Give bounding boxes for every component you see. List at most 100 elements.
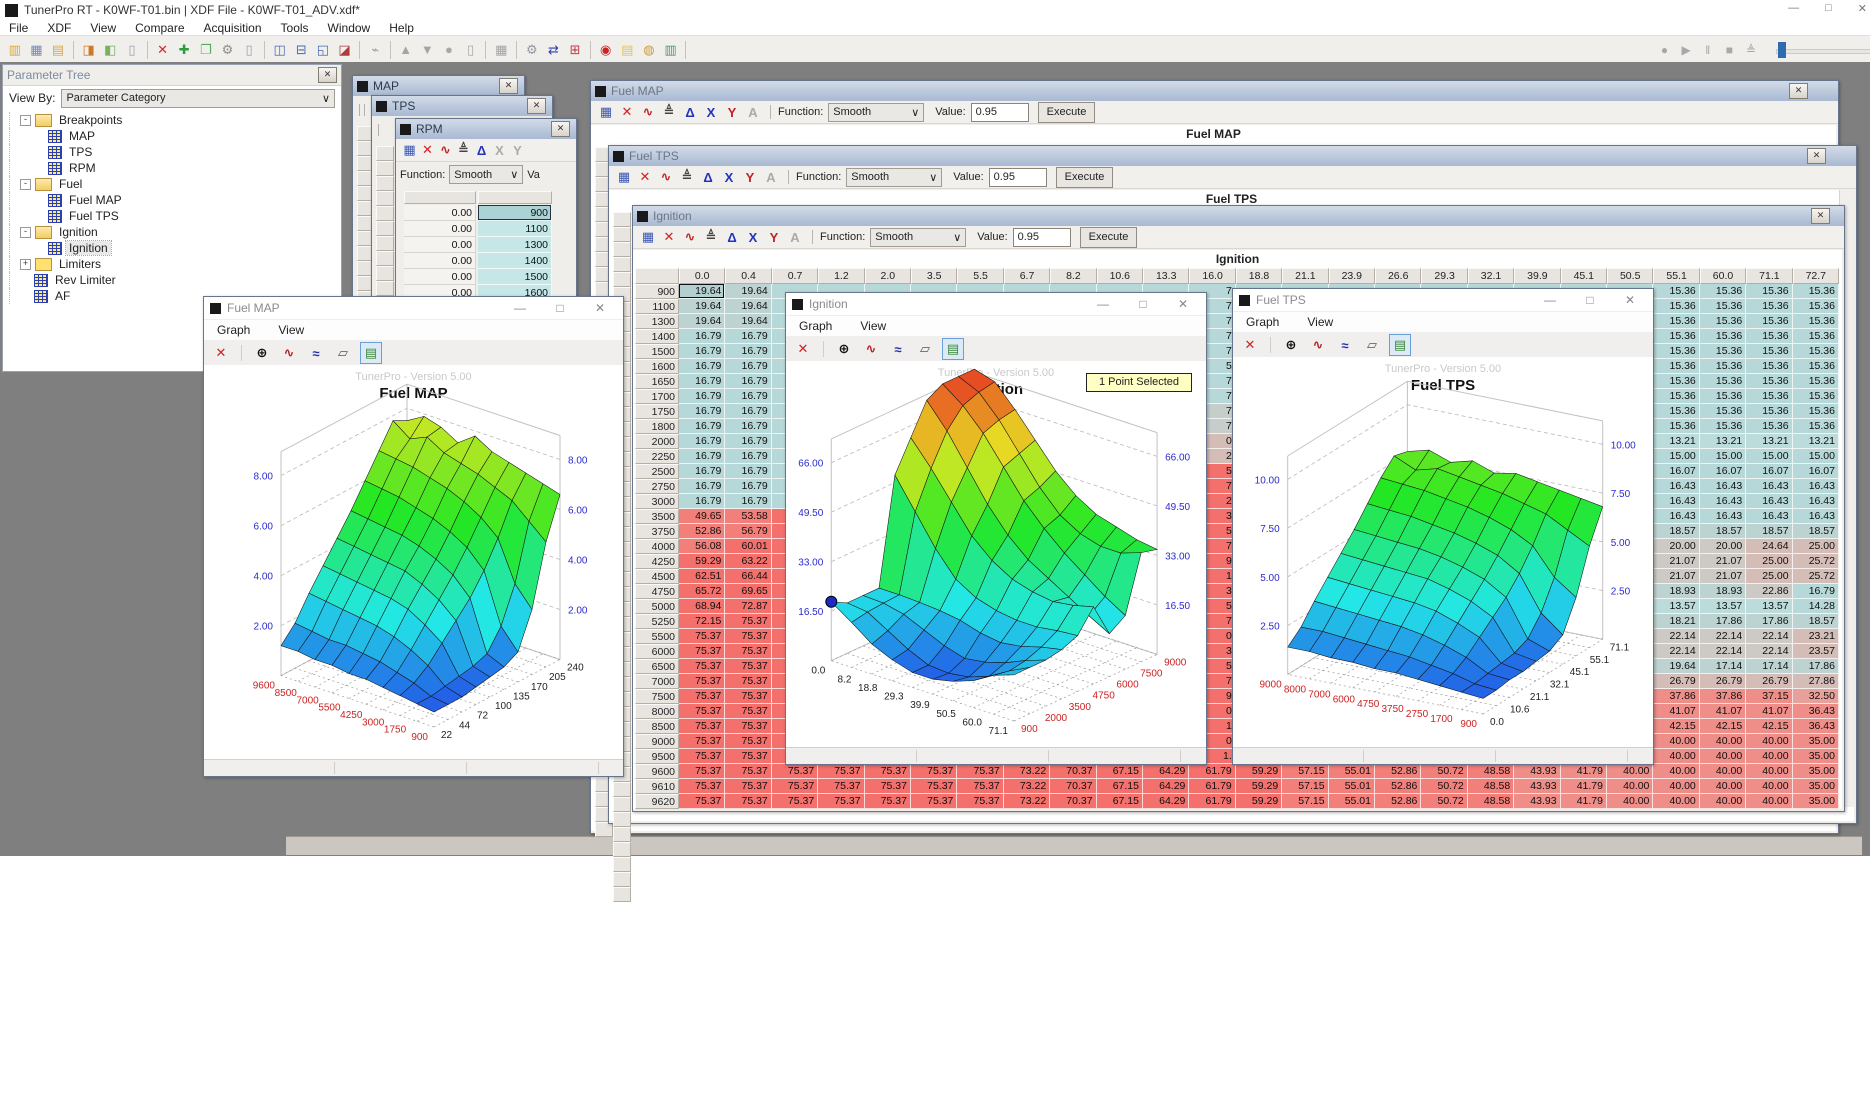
ignition-col-header[interactable]: 26.6 — [1375, 268, 1422, 284]
ignition-cell[interactable]: 13.21 — [1699, 434, 1747, 449]
rpm-cell[interactable]: 0.00 — [404, 205, 476, 221]
ignition-cell[interactable]: 15.36 — [1699, 284, 1747, 299]
ignition-row-header[interactable]: 9610 — [635, 779, 679, 794]
ignition-col-header[interactable]: 39.9 — [1514, 268, 1561, 284]
ignition-cell[interactable]: 59.29 — [1235, 794, 1283, 809]
rpm-breakpoint-cell[interactable]: 1100 — [478, 221, 552, 237]
ignition-cell[interactable]: 57.15 — [1282, 764, 1329, 779]
tree-item-tps[interactable]: TPS — [3, 144, 341, 160]
ignition-cell[interactable]: 75.37 — [771, 764, 819, 779]
ignition-cell[interactable]: 66.44 — [725, 569, 772, 584]
ignition-cell[interactable]: 25.72 — [1792, 569, 1839, 584]
ignition-cell[interactable]: 16.43 — [1699, 509, 1747, 524]
ignition-col-header[interactable]: 6.7 — [1003, 268, 1051, 284]
ignition-cell[interactable]: 49.65 — [679, 509, 726, 524]
ignition-cell[interactable]: 40.00 — [1746, 749, 1793, 764]
open-file-icon[interactable]: ▥ — [8, 41, 21, 57]
ignition-cell[interactable]: 15.36 — [1792, 329, 1839, 344]
ignition-row-header[interactable]: 1600 — [635, 359, 679, 374]
ignition-cell[interactable]: 15.36 — [1699, 299, 1747, 314]
ignition-cell[interactable]: 23.57 — [1792, 644, 1839, 659]
ignition-cell[interactable]: 20.00 — [1653, 539, 1700, 554]
ignition-cell[interactable]: 16.43 — [1653, 494, 1700, 509]
ignition-cell[interactable]: 73.22 — [1003, 794, 1051, 809]
ignition-cell[interactable]: 42.15 — [1653, 719, 1700, 734]
rpm-cell[interactable]: 0.00 — [404, 253, 476, 269]
maximize-icon[interactable]: □ — [1586, 293, 1594, 307]
ignition-cell[interactable]: 17.86 — [1699, 614, 1747, 629]
ignition-cell[interactable]: 16.79 — [725, 419, 772, 434]
ignition-cell[interactable]: 22.14 — [1746, 644, 1793, 659]
ignition-cell[interactable]: 16.43 — [1792, 479, 1839, 494]
close-icon[interactable]: ✕ — [551, 121, 570, 137]
maximize-icon[interactable]: □ — [1139, 297, 1147, 311]
ignition-cell[interactable]: 50.72 — [1421, 764, 1468, 779]
ignition-row-header[interactable]: 1700 — [635, 389, 679, 404]
ignition-cell[interactable]: 15.36 — [1792, 284, 1839, 299]
close-icon[interactable]: ✕ — [1811, 208, 1830, 224]
ignition-row-header[interactable]: 7000 — [635, 674, 679, 689]
ignition-cell[interactable]: 15.36 — [1746, 344, 1793, 359]
ignition-cell[interactable]: 37.86 — [1653, 689, 1700, 704]
a-disabled-icon[interactable]: A — [748, 104, 758, 120]
graph-menu-view[interactable]: View — [1307, 315, 1334, 329]
compare-scales-icon[interactable]: ≜ — [705, 229, 717, 244]
compare-load-icon[interactable]: ◧ — [104, 41, 117, 57]
ignition-cell[interactable]: 15.36 — [1653, 329, 1700, 344]
ignition-cell[interactable]: 40.00 — [1653, 764, 1700, 779]
ignition-cell[interactable]: 43.93 — [1514, 779, 1561, 794]
ignition-row-header[interactable]: 9620 — [635, 794, 679, 809]
ignition-cell[interactable]: 15.36 — [1792, 389, 1839, 404]
ignition-cell[interactable]: 16.07 — [1746, 464, 1793, 479]
ignition-cell[interactable]: 48.58 — [1467, 779, 1515, 794]
ignition-cell[interactable]: 15.36 — [1653, 299, 1700, 314]
ignition-cell[interactable]: 15.36 — [1699, 344, 1747, 359]
ignition-cell[interactable]: 43.93 — [1514, 794, 1561, 809]
color-bands-icon[interactable]: ▤ — [360, 342, 382, 364]
ignition-col-header[interactable]: 0.4 — [725, 268, 772, 284]
ignition-cell[interactable]: 75.37 — [911, 779, 958, 794]
ignition-row-header[interactable]: 1750 — [635, 404, 679, 419]
ignition-row-header[interactable]: 1650 — [635, 374, 679, 389]
close-icon[interactable]: ✕ — [527, 98, 546, 114]
ignition-cell[interactable]: 18.57 — [1792, 524, 1839, 539]
ignition-cell[interactable]: 13.57 — [1746, 599, 1793, 614]
ignition-row-header[interactable]: 4750 — [635, 584, 679, 599]
ignition-cell[interactable]: 16.43 — [1653, 479, 1700, 494]
ignition-cell[interactable]: 75.37 — [725, 659, 772, 674]
ignition-cell[interactable]: 52.86 — [1375, 794, 1422, 809]
add-item-icon[interactable]: ✚ — [178, 41, 190, 57]
function-dropdown[interactable]: Smooth ∨ — [828, 102, 925, 122]
ignition-cell[interactable]: 75.37 — [818, 779, 865, 794]
graph-menu-graph[interactable]: Graph — [217, 323, 251, 337]
ignition-cell[interactable]: 41.07 — [1653, 704, 1700, 719]
ignition-cell[interactable]: 16.79 — [725, 494, 772, 509]
tree-item-map[interactable]: MAP — [3, 128, 341, 144]
ignition-cell[interactable]: 75.37 — [864, 764, 911, 779]
ignition-cell[interactable]: 43.93 — [1514, 764, 1561, 779]
ignition-cell[interactable]: 40.00 — [1746, 794, 1793, 809]
ignition-cell[interactable]: 75.37 — [679, 749, 726, 764]
delete-icon[interactable]: ✕ — [621, 104, 633, 119]
ignition-cell[interactable]: 41.79 — [1560, 764, 1607, 779]
ignition-cell[interactable]: 64.29 — [1143, 779, 1190, 794]
ignition-col-header[interactable]: 0.7 — [771, 268, 819, 284]
ignition-cell[interactable]: 67.15 — [1096, 779, 1143, 794]
ignition-cell[interactable]: 55.01 — [1328, 794, 1375, 809]
ignition-cell[interactable]: 22.14 — [1699, 644, 1747, 659]
tree-item-fuel-map[interactable]: Fuel MAP — [3, 192, 341, 208]
ignition-cell[interactable]: 36.43 — [1792, 719, 1839, 734]
probe-icon[interactable]: ⌁ — [371, 41, 380, 57]
ignition-cell[interactable]: 16.07 — [1653, 464, 1700, 479]
ignition-cell[interactable]: 75.37 — [725, 674, 772, 689]
function-dropdown[interactable]: Smooth ∨ — [846, 167, 943, 187]
close-icon[interactable]: ✕ — [1789, 83, 1808, 99]
ignition-cell[interactable]: 75.37 — [725, 614, 772, 629]
ignition-cell[interactable]: 25.00 — [1792, 539, 1839, 554]
ignition-cell[interactable]: 19.64 — [725, 314, 772, 329]
rpm-delete-icon[interactable]: ✕ — [422, 142, 433, 157]
ignition-cell[interactable]: 16.79 — [679, 404, 726, 419]
ignition-row-header[interactable]: 5250 — [635, 614, 679, 629]
ignition-cell[interactable]: 13.21 — [1746, 434, 1793, 449]
ignition-cell[interactable]: 16.79 — [679, 494, 726, 509]
